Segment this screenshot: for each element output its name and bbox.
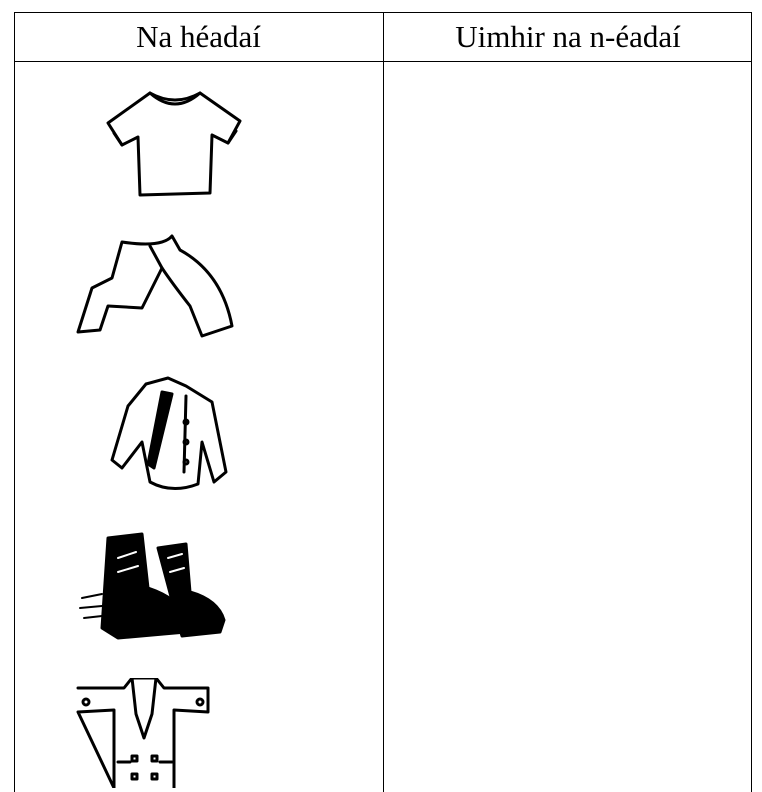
boots-icon: [79, 532, 226, 640]
tshirt-icon: [106, 91, 242, 197]
column-header: Na héadaí: [136, 19, 261, 54]
coat-icon: [76, 678, 210, 788]
trousers-icon: [76, 234, 234, 338]
shirt-icon: [110, 376, 228, 490]
header-divider: [14, 61, 752, 62]
column-header: Uimhir na n-éadaí: [455, 19, 681, 54]
column-divider: [383, 12, 384, 792]
